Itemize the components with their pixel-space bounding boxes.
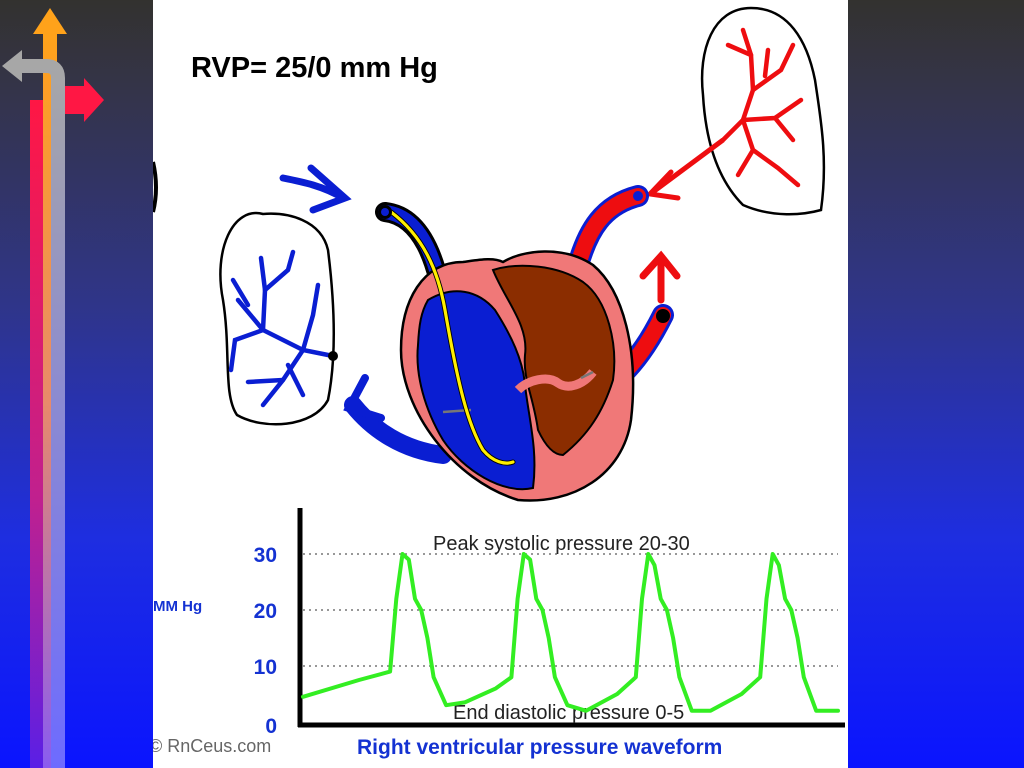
heart-circulation-diagram	[153, 6, 826, 502]
right-background	[848, 0, 1024, 768]
pressure-waveform-chart: 0 10 20 30 MM Hg Peak systolic pressure 20-…	[153, 508, 845, 759]
y-tick-label: 20	[254, 600, 277, 623]
peak-systolic-annotation: Peak systolic pressure 20-30	[433, 533, 690, 555]
watermark: © RnCeus.com	[153, 736, 271, 756]
end-diastolic-annotation: End diastolic pressure 0-5	[453, 702, 684, 724]
page-title: RVP= 25/0 mm Hg	[191, 52, 438, 84]
chart-title: Right ventricular pressure waveform	[357, 736, 722, 759]
heart	[399, 250, 635, 502]
up-arrow-icon	[33, 8, 67, 34]
y-tick-label: 0	[265, 715, 277, 738]
left-arrow-icon	[2, 50, 22, 82]
red-up-arrow	[639, 250, 681, 304]
y-tick-label: 10	[254, 656, 277, 679]
right-lung	[644, 6, 826, 216]
venous-return-arrow	[279, 164, 352, 214]
slide-content-panel: RVP= 25/0 mm Hg 0 10 20 30 MM Hg Peak systo…	[153, 0, 848, 768]
left-arrow-bar	[2, 8, 104, 768]
y-axis-label: MM Hg	[153, 598, 202, 615]
left-lung	[219, 211, 338, 426]
y-tick-label: 30	[254, 544, 277, 567]
pressure-waveform-line	[301, 552, 840, 713]
